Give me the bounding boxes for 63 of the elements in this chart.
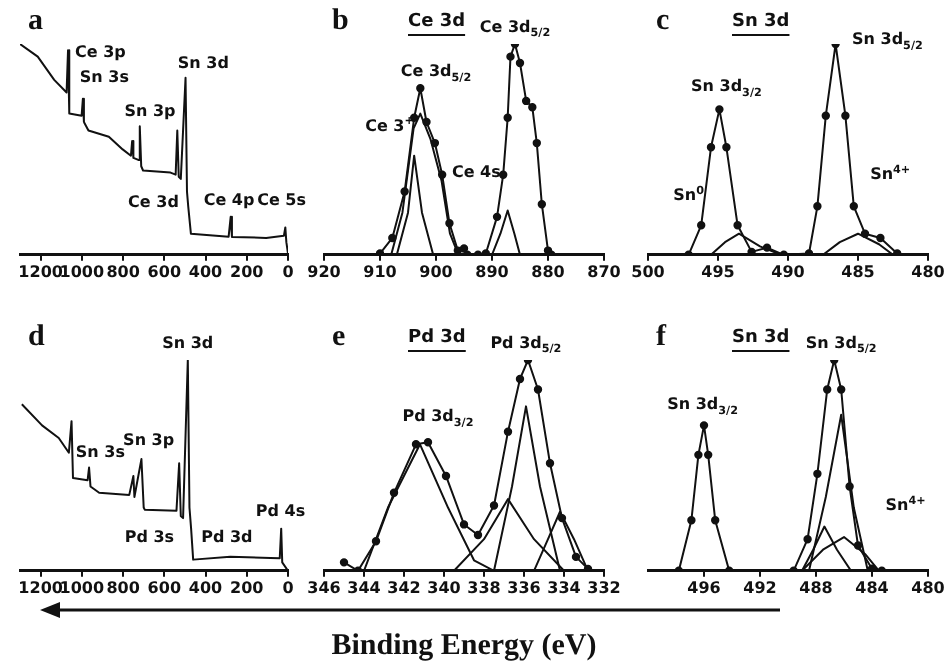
x-tick-label: 338	[467, 578, 502, 597]
x-tick-label: 480	[911, 262, 946, 281]
x-tick-label: 600	[147, 262, 182, 281]
annotation: Ce 3d	[128, 192, 180, 211]
x-tick-label: 920	[307, 262, 342, 281]
annotation: Sn 3s	[75, 443, 126, 462]
x-tick-label: 200	[230, 262, 265, 281]
chart-title: e	[332, 320, 346, 353]
chart-subtitle: Ce 3d	[408, 11, 466, 32]
annotation: Pd 3d	[201, 527, 254, 546]
x-tick-label: 880	[531, 262, 566, 281]
x-tick-label: 900	[419, 262, 454, 281]
x-tick-label: 492	[743, 578, 777, 597]
x-tick-label: 332	[587, 578, 621, 597]
annotation: Sn 3s	[79, 68, 130, 87]
x-tick-label: 495	[701, 262, 736, 281]
annotation: Ce 5s	[257, 190, 307, 209]
annotation: Sn 3d	[177, 53, 230, 72]
x-tick-label: 0	[282, 578, 295, 597]
chart-title: d	[28, 320, 46, 353]
chart-title: b	[332, 4, 349, 37]
x-tick-label: 400	[188, 262, 224, 281]
x-tick-label: 600	[147, 578, 182, 597]
x-tick-label: 334	[547, 578, 582, 597]
x-tick-label: 496	[687, 578, 722, 597]
x-tick-label: 890	[475, 262, 510, 281]
annotation: Ce 3p	[75, 42, 127, 61]
chart-subtitle: Sn 3d	[732, 327, 790, 348]
x-tick-label: 484	[855, 578, 890, 597]
chart-subtitle: Sn 3d	[732, 11, 790, 32]
x-tick-label: 342	[387, 578, 421, 597]
x-tick-label: 870	[587, 262, 622, 281]
x-tick-label: 800	[106, 578, 141, 597]
x-tick-label: 336	[507, 578, 542, 597]
x-tick-label: 910	[363, 262, 398, 281]
chart-title: a	[28, 4, 44, 37]
x-tick-label: 500	[631, 262, 666, 281]
annotation: Ce 4s	[451, 163, 502, 182]
x-tick-label: 346	[307, 578, 342, 597]
chart-title: c	[656, 4, 670, 37]
x-tick-label: 1000	[59, 262, 105, 281]
chart-subtitle: Pd 3d	[408, 327, 466, 348]
annotation: Pd 3s	[124, 527, 175, 546]
x-tick-label: 0	[282, 262, 295, 281]
x-tick-label: 400	[188, 578, 224, 597]
x-tick-label: 340	[427, 578, 462, 597]
x-tick-label: 480	[911, 578, 946, 597]
x-tick-label: 800	[106, 262, 141, 281]
x-tick-label: 200	[230, 578, 265, 597]
annotation: Sn 3p	[124, 102, 177, 120]
x-axis-title: Binding Energy (eV)	[331, 629, 597, 662]
x-tick-label: 488	[799, 578, 834, 597]
x-tick-label: 1200	[18, 578, 64, 597]
x-tick-label: 1000	[59, 578, 105, 597]
annotation: Pd 4s	[255, 502, 306, 521]
text: Sn 3d	[162, 333, 214, 352]
chart-title: f	[656, 320, 668, 353]
annotation: Ce 4p	[203, 190, 255, 209]
x-tick-label: 490	[771, 262, 806, 281]
x-tick-label: 485	[841, 262, 876, 281]
annotation: Sn 3p	[123, 430, 175, 449]
x-tick-label: 344	[347, 578, 382, 597]
x-tick-label: 1200	[18, 262, 64, 281]
